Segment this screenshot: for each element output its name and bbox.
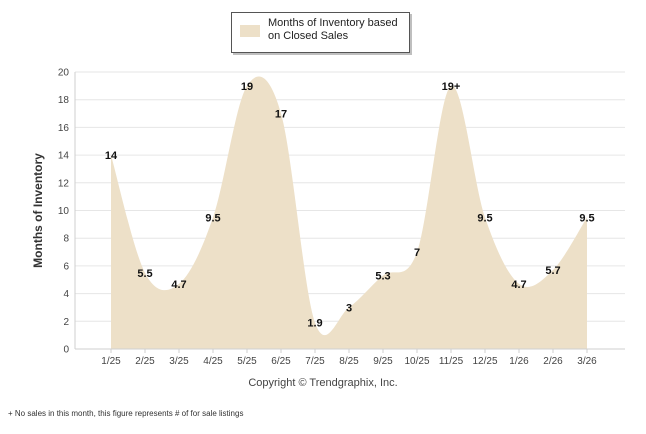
data-label: 4.7 bbox=[171, 279, 186, 291]
data-label: 4.7 bbox=[511, 279, 526, 291]
x-tick-label: 11/25 bbox=[439, 356, 464, 367]
y-tick-label: 20 bbox=[58, 68, 70, 79]
data-label: 9.5 bbox=[579, 212, 594, 224]
legend-label: Months of Inventory based on Closed Sale… bbox=[268, 17, 398, 42]
data-label: 14 bbox=[105, 150, 118, 162]
data-label: 19 bbox=[241, 81, 253, 93]
y-tick-label: 0 bbox=[63, 345, 69, 356]
y-axis-title: Months of Inventory bbox=[31, 153, 45, 268]
x-tick-label: 9/25 bbox=[373, 356, 393, 367]
data-label: 19+ bbox=[442, 81, 461, 93]
x-tick-label: 5/25 bbox=[237, 356, 257, 367]
x-tick-label: 2/25 bbox=[135, 356, 155, 367]
x-tick-label: 10/25 bbox=[404, 356, 429, 367]
x-tick-label: 3/25 bbox=[169, 356, 189, 367]
series-area bbox=[111, 76, 587, 350]
x-tick-label: 3/26 bbox=[577, 356, 597, 367]
data-label: 3 bbox=[346, 302, 352, 314]
copyright: Copyright © Trendgraphix, Inc. bbox=[248, 377, 398, 389]
y-tick-label: 10 bbox=[58, 206, 70, 217]
legend: Months of Inventory based on Closed Sale… bbox=[231, 12, 410, 53]
data-label: 5.5 bbox=[137, 268, 152, 280]
x-tick-label: 12/25 bbox=[472, 356, 497, 367]
y-tick-label: 18 bbox=[58, 95, 70, 106]
x-tick-label: 8/25 bbox=[339, 356, 359, 367]
data-label: 5.7 bbox=[545, 265, 560, 277]
x-tick-label: 7/25 bbox=[305, 356, 325, 367]
y-tick-label: 6 bbox=[63, 261, 69, 272]
data-label: 1.9 bbox=[307, 318, 322, 330]
x-tick-label: 1/25 bbox=[101, 356, 121, 367]
y-tick-label: 4 bbox=[63, 289, 69, 300]
footnote: + No sales in this month, this figure re… bbox=[8, 409, 244, 418]
legend-swatch bbox=[240, 25, 260, 37]
y-tick-label: 12 bbox=[58, 178, 70, 189]
y-tick-label: 2 bbox=[63, 317, 69, 328]
y-tick-label: 8 bbox=[63, 234, 69, 245]
data-label: 7 bbox=[414, 247, 420, 259]
data-label: 9.5 bbox=[477, 212, 492, 224]
y-tick-label: 16 bbox=[58, 123, 70, 134]
y-tick-label: 14 bbox=[58, 151, 70, 162]
x-tick-label: 4/25 bbox=[203, 356, 223, 367]
data-label: 5.3 bbox=[375, 271, 390, 283]
x-tick-label: 2/26 bbox=[543, 356, 563, 367]
data-label: 9.5 bbox=[205, 212, 220, 224]
x-tick-label: 1/26 bbox=[509, 356, 529, 367]
data-label: 17 bbox=[275, 109, 287, 121]
x-tick-label: 6/25 bbox=[271, 356, 291, 367]
